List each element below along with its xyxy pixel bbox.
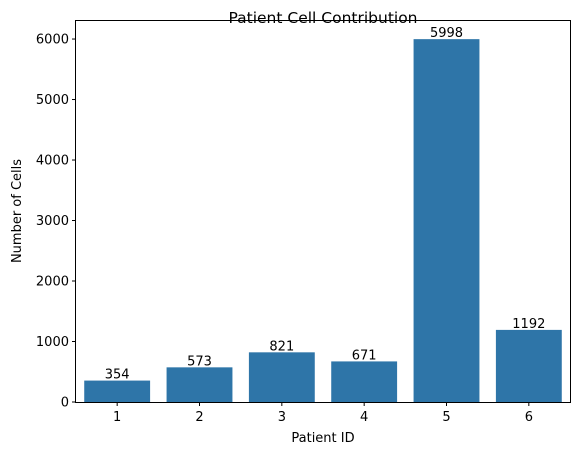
y-tick-label: 2000 xyxy=(36,275,69,290)
plot-frame xyxy=(75,20,571,403)
x-axis-title: Patient ID xyxy=(291,431,354,446)
y-tick-label: 3000 xyxy=(36,214,69,229)
y-tick-label: 1000 xyxy=(36,335,69,350)
data-label-patient-6: 1192 xyxy=(512,317,545,332)
data-label-patient-4: 671 xyxy=(352,348,377,363)
x-tick-label: 1 xyxy=(113,410,121,425)
y-tick-label: 5000 xyxy=(36,93,69,108)
x-tick-label: 4 xyxy=(360,410,368,425)
chart-title: Patient Cell Contribution xyxy=(228,9,417,27)
data-label-patient-1: 354 xyxy=(105,368,130,383)
bar-patient-6 xyxy=(495,329,562,402)
y-tick-label: 0 xyxy=(61,396,69,411)
bar-patient-5 xyxy=(413,39,480,403)
x-tick-label: 6 xyxy=(525,410,533,425)
y-axis-ticks: 0 1000 2000 3000 4000 5000 6000 xyxy=(36,33,76,411)
y-axis-title: Number of Cells xyxy=(10,159,25,263)
x-tick-label: 3 xyxy=(278,410,286,425)
x-tick-label: 2 xyxy=(195,410,203,425)
y-tick-label: 6000 xyxy=(36,33,69,48)
data-label-patient-3: 821 xyxy=(269,339,294,354)
data-label-patient-2: 573 xyxy=(187,354,212,369)
x-axis-ticks: 1 2 3 4 5 6 xyxy=(113,402,533,425)
bar-patient-2 xyxy=(166,367,233,402)
data-label-patient-5: 5998 xyxy=(430,26,463,41)
bar-patient-4 xyxy=(331,361,398,402)
bars-layer xyxy=(84,39,562,403)
x-tick-label: 5 xyxy=(442,410,450,425)
bar-patient-1 xyxy=(84,380,151,402)
bar-patient-3 xyxy=(248,352,315,402)
data-labels-layer: 354 573 821 671 5998 1192 xyxy=(105,26,546,382)
y-tick-label: 4000 xyxy=(36,154,69,169)
